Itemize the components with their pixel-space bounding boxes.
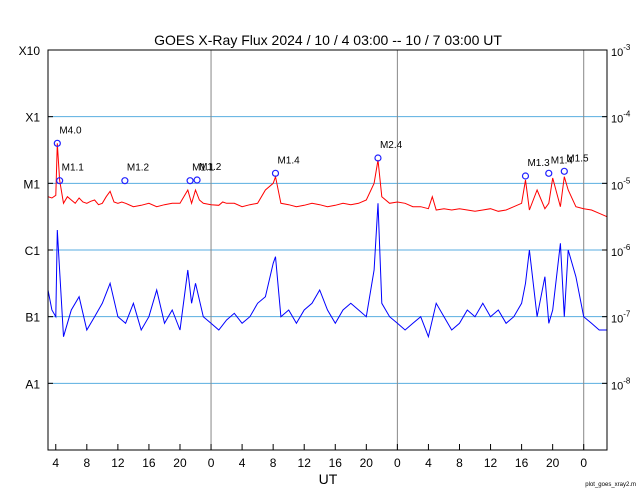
flare-marker	[374, 154, 382, 162]
flare-markers: M4.0M1.1 M1.2 M1.1M1.2M1.4M2.4M1.3 M1.4M1.5	[53, 125, 589, 185]
flare-label: M1.1	[192, 163, 215, 174]
flare-label: M1.4	[551, 155, 574, 166]
right-tick-exponent: -3	[623, 43, 631, 52]
flare-marker	[193, 176, 201, 184]
x-axis-ticks: 4 8 12 16 20 0 4 8 12 16 20 0 4 8 12 16 20 0	[52, 444, 587, 470]
x-tick-label: 4	[52, 456, 59, 470]
right-tick-label: 10-7	[611, 310, 631, 326]
x-tick-label: 12	[298, 456, 312, 470]
right-tick-exponent: -7	[623, 310, 631, 319]
right-tick-base: 10	[611, 314, 623, 326]
x-tick-label: 4	[239, 456, 246, 470]
right-tick-exponent: -8	[623, 376, 631, 385]
right-tick-base: 10	[611, 247, 623, 259]
x-tick-label: 0	[394, 456, 401, 470]
right-tick-exponent: -5	[623, 176, 631, 185]
x-tick-label: 8	[456, 456, 463, 470]
flare-label: M1.3	[527, 158, 550, 169]
x-tick-label: 0	[208, 456, 215, 470]
flare-label: M4.0	[59, 125, 82, 136]
x-tick-label: 8	[270, 456, 277, 470]
x-axis-label: UT	[319, 471, 338, 487]
flare-marker	[121, 177, 129, 185]
x-tick-label: 16	[142, 456, 156, 470]
right-tick-base: 10	[611, 380, 623, 392]
x-tick-label: 20	[173, 456, 187, 470]
right-tick-base: 10	[611, 114, 623, 126]
footer-note: plot_goes_xray2.m	[585, 482, 636, 488]
left-tick-label: X1	[25, 111, 40, 125]
flare-marker	[545, 169, 553, 177]
flare-label: M1.4	[277, 155, 300, 166]
chart-title: GOES X-Ray Flux 2024 / 10 / 4 03:00 -- 1…	[154, 32, 502, 48]
right-tick-base: 10	[611, 47, 623, 59]
flare-marker	[186, 177, 194, 185]
x-tick-label: 16	[515, 456, 529, 470]
flare-marker	[521, 172, 530, 180]
right-tick-exponent: -4	[623, 110, 631, 119]
flare-label: M1.1	[62, 163, 85, 174]
x-tick-label: 0	[580, 456, 587, 470]
flare-label: M1.2	[199, 162, 222, 173]
series-line-long-channel	[47, 143, 608, 218]
flare-label: M2.4	[380, 140, 403, 151]
grid-lines	[48, 50, 607, 450]
flare-marker	[271, 169, 280, 177]
x-tick-label: 12	[111, 456, 125, 470]
x-tick-label: 8	[83, 456, 90, 470]
flare-label: M1.5	[566, 153, 589, 164]
flare-label: M1.2	[127, 163, 150, 174]
right-tick-label: 10-5	[611, 176, 631, 192]
left-tick-label: C1	[25, 244, 41, 258]
left-tick-label: A1	[25, 377, 40, 391]
left-tick-label: X10	[19, 44, 41, 58]
flare-marker	[560, 167, 568, 175]
left-tick-label: M1	[23, 177, 40, 191]
right-tick-label: 10-4	[611, 110, 631, 126]
right-tick-base: 10	[611, 180, 623, 192]
series-lines	[47, 143, 608, 339]
x-tick-label: 12	[484, 456, 498, 470]
x-tick-label: 20	[546, 456, 560, 470]
flare-marker	[53, 139, 61, 147]
right-tick-label: 10-8	[611, 376, 631, 392]
right-tick-label: 10-3	[611, 43, 631, 59]
flare-marker	[56, 177, 64, 185]
series-line-short-channel	[47, 203, 607, 339]
x-tick-label: 4	[425, 456, 432, 470]
x-tick-label: 16	[329, 456, 343, 470]
right-tick-label: 10-6	[611, 243, 631, 259]
x-tick-label: 20	[360, 456, 374, 470]
right-tick-exponent: -6	[623, 243, 631, 252]
left-tick-label: B1	[25, 311, 40, 325]
